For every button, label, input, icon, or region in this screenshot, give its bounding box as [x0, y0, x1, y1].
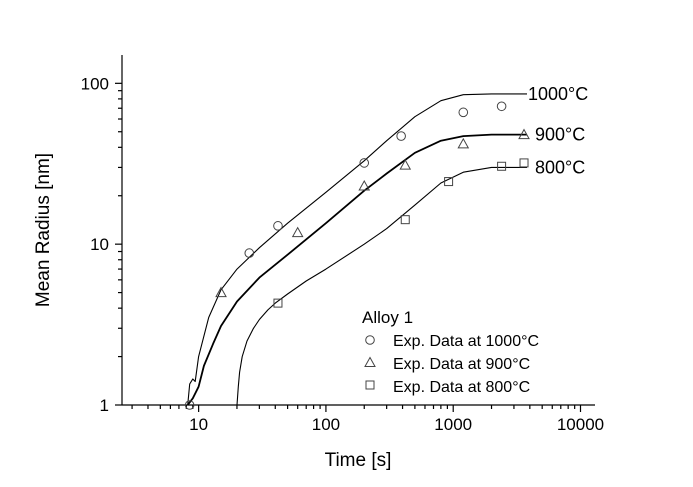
curve-label-3: 800°C	[535, 157, 585, 177]
legend-label-800: Exp. Data at 800°C	[393, 379, 530, 396]
legend-triangle-icon	[364, 356, 376, 367]
data-point-circle	[273, 221, 283, 231]
model-curve-2	[186, 133, 527, 406]
legend-entry-900: Exp. Data at 900°C	[364, 356, 530, 373]
y-tick-label: 1	[100, 396, 109, 415]
x-tick-label: 10	[189, 415, 208, 434]
data-point-circle	[184, 400, 195, 410]
curve-label-2: 900°C	[535, 125, 585, 145]
curve-label-1: 1000°C	[528, 84, 588, 104]
data-point-circle	[396, 131, 406, 141]
curve-labels: 1000°C 900°C 800°C	[528, 84, 588, 178]
data-point-circle	[496, 101, 507, 112]
x-tick-label: 1000	[434, 415, 472, 434]
axes	[121, 55, 595, 406]
data-point-triangle	[291, 226, 304, 238]
tick-labels: 10 100 1000 10000 1 10 100	[81, 74, 605, 434]
y-tick-label: 10	[90, 235, 109, 254]
data-markers	[184, 101, 530, 410]
legend-circle-icon	[365, 335, 375, 345]
data-point-circle	[244, 248, 255, 258]
data-point-square	[497, 161, 507, 171]
data-point-square	[273, 298, 283, 308]
data-point-triangle	[215, 286, 227, 298]
data-point-triangle	[399, 159, 412, 170]
legend-title: Alloy 1	[362, 308, 413, 327]
legend-entry-1000: Exp. Data at 1000°C	[365, 333, 539, 350]
legend-label-900: Exp. Data at 900°C	[393, 356, 530, 373]
model-curve-1	[187, 93, 527, 406]
x-axis-title: Time [s]	[325, 450, 392, 471]
x-tick-label: 100	[312, 415, 340, 434]
ticks	[115, 82, 582, 412]
data-point-square	[444, 177, 454, 187]
legend: Alloy 1 Exp. Data at 1000°C Exp. Data at…	[362, 308, 539, 396]
data-point-square	[519, 158, 529, 168]
model-curves	[186, 93, 527, 406]
x-tick-label: 10000	[557, 415, 604, 434]
data-point-circle	[359, 158, 370, 168]
legend-square-icon	[365, 380, 375, 390]
legend-label-1000: Exp. Data at 1000°C	[393, 333, 539, 350]
data-point-circle	[458, 107, 469, 118]
legend-entry-800: Exp. Data at 800°C	[365, 379, 530, 396]
y-axis-title: Mean Radius [nm]	[33, 153, 54, 307]
data-point-triangle	[518, 128, 530, 140]
data-point-triangle	[358, 179, 371, 191]
model-curve-3	[236, 166, 527, 406]
data-point-triangle	[457, 137, 470, 149]
data-point-square	[400, 215, 410, 225]
y-tick-label: 100	[81, 74, 109, 93]
